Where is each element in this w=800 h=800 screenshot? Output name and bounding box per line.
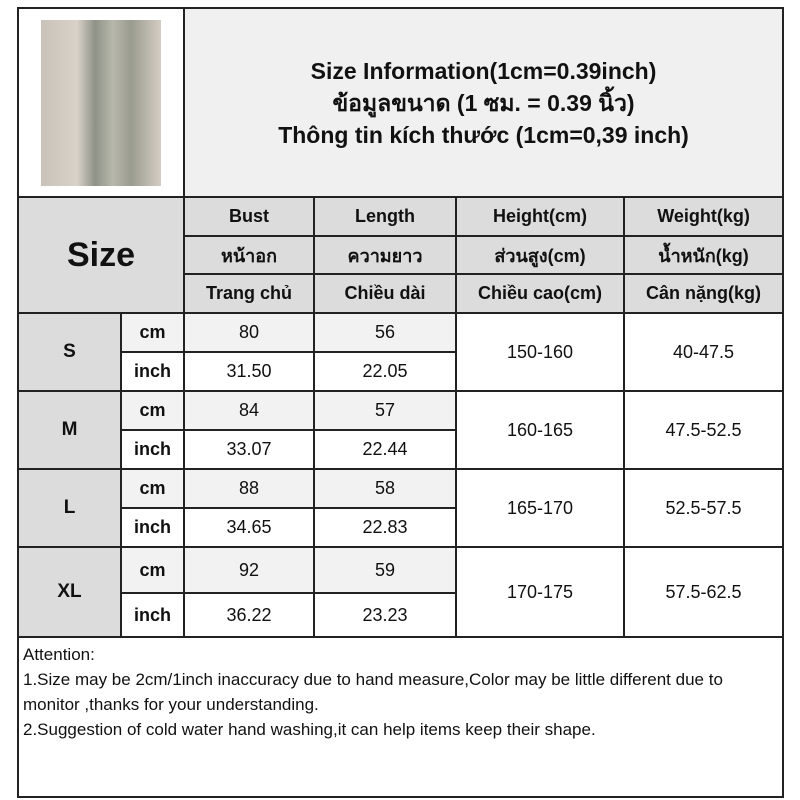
bust-cm: 84 bbox=[183, 390, 315, 431]
unit-cm: cm bbox=[120, 312, 185, 353]
size-info-title: Size Information(1cm=0.39inch) ข้อมูลขนา… bbox=[182, 7, 785, 198]
title-thai: ข้อมูลขนาด (1 ซม. = 0.39 นิ้ว) bbox=[332, 89, 635, 116]
size-header: Size bbox=[17, 196, 185, 314]
size-chart-table: Size Information(1cm=0.39inch) ข้อมูลขนา… bbox=[16, 7, 785, 798]
bust-cm: 92 bbox=[183, 546, 315, 594]
bust-inch: 31.50 bbox=[183, 351, 315, 392]
header-weight-vi: Cân nặng(kg) bbox=[622, 273, 785, 314]
height-range: 150-160 bbox=[455, 312, 625, 392]
bust-inch: 36.22 bbox=[183, 592, 315, 638]
table-row: L cm 88 58 165-170 52.5-57.5 bbox=[17, 468, 785, 548]
length-inch: 22.05 bbox=[313, 351, 457, 392]
length-cm: 59 bbox=[313, 546, 457, 594]
height-range: 160-165 bbox=[455, 390, 625, 470]
weight-range: 40-47.5 bbox=[622, 312, 785, 392]
attention-notes: Attention: 1.Size may be 2cm/1inch inacc… bbox=[16, 636, 785, 798]
unit-cm: cm bbox=[120, 468, 185, 509]
unit-inch: inch bbox=[120, 429, 185, 470]
header-length-thai: ความยาว bbox=[313, 235, 457, 275]
size-cell: XL bbox=[17, 546, 122, 638]
size-cell: L bbox=[17, 468, 122, 548]
title-english: Size Information(1cm=0.39inch) bbox=[310, 57, 657, 84]
attention-heading: Attention: bbox=[23, 645, 95, 664]
header-height-thai: ส่วนสูง(cm) bbox=[455, 235, 625, 275]
length-inch: 22.83 bbox=[313, 507, 457, 548]
header-height: Height(cm) bbox=[455, 196, 625, 237]
header-bust-vi: Trang chủ bbox=[183, 273, 315, 314]
bust-cm: 80 bbox=[183, 312, 315, 353]
weight-range: 47.5-52.5 bbox=[622, 390, 785, 470]
height-range: 165-170 bbox=[455, 468, 625, 548]
bust-inch: 34.65 bbox=[183, 507, 315, 548]
size-cell: M bbox=[17, 390, 122, 470]
header-bust-thai: หน้าอก bbox=[183, 235, 315, 275]
table-row: inch 33.07 22.44 bbox=[18, 429, 783, 470]
product-photo-cell bbox=[17, 7, 185, 198]
bust-cm: 88 bbox=[183, 468, 315, 509]
length-inch: 23.23 bbox=[313, 592, 457, 638]
title-vietnamese: Thông tin kích thước (1cm=0,39 inch) bbox=[278, 121, 689, 148]
header-weight-thai: น้ำหนัก(kg) bbox=[622, 235, 785, 275]
table-row: XL cm 92 59 170-175 57.5-62.5 bbox=[17, 546, 785, 638]
header-length-vi: Chiều dài bbox=[313, 273, 457, 314]
table-row: S cm 80 56 150-160 40-47.5 bbox=[17, 312, 785, 392]
header-height-vi: Chiều cao(cm) bbox=[455, 273, 625, 314]
header-weight: Weight(kg) bbox=[622, 196, 785, 237]
table-row: inch 31.50 22.05 bbox=[18, 351, 783, 392]
attention-note-1: 1.Size may be 2cm/1inch inaccuracy due t… bbox=[23, 670, 723, 714]
unit-cm: cm bbox=[120, 390, 185, 431]
table-row: M cm 84 57 160-165 47.5-52.5 bbox=[17, 390, 785, 470]
length-cm: 57 bbox=[313, 390, 457, 431]
unit-inch: inch bbox=[120, 507, 185, 548]
length-cm: 56 bbox=[313, 312, 457, 353]
header-bust: Bust bbox=[183, 196, 315, 237]
length-cm: 58 bbox=[313, 468, 457, 509]
table-row: inch 34.65 22.83 bbox=[18, 507, 783, 548]
weight-range: 52.5-57.5 bbox=[622, 468, 785, 548]
unit-cm: cm bbox=[120, 546, 185, 594]
weight-range: 57.5-62.5 bbox=[622, 546, 785, 638]
header-length: Length bbox=[313, 196, 457, 237]
bust-inch: 33.07 bbox=[183, 429, 315, 470]
product-photo bbox=[41, 19, 161, 186]
height-range: 170-175 bbox=[455, 546, 625, 638]
length-inch: 22.44 bbox=[313, 429, 457, 470]
size-cell: S bbox=[17, 312, 122, 392]
attention-note-2: 2.Suggestion of cold water hand washing,… bbox=[23, 720, 596, 739]
table-row: inch 36.22 23.23 bbox=[18, 592, 783, 638]
unit-inch: inch bbox=[120, 351, 185, 392]
unit-inch: inch bbox=[120, 592, 185, 638]
